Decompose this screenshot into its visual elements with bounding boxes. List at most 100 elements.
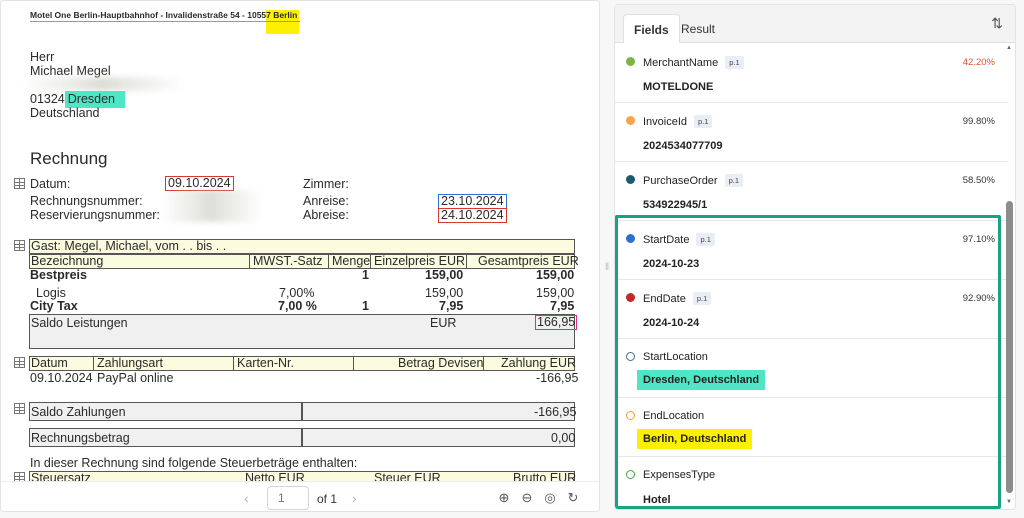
payment-date: 09.10.2024 bbox=[30, 371, 93, 385]
page-badge[interactable]: p.1 bbox=[692, 292, 712, 305]
document-viewer: Motel One Berlin-Hauptbahnhof - Invalide… bbox=[0, 0, 600, 512]
field-name-text: EndDate bbox=[643, 293, 686, 305]
table3-header-row bbox=[29, 471, 575, 481]
field-name-text: ExpensesType bbox=[643, 469, 716, 481]
field-purchaseorder[interactable]: PurchaseOrder p.1 58.50% 534922945/1 bbox=[615, 163, 1007, 221]
table2-header: Datum bbox=[31, 356, 68, 370]
rechnungsbetrag-value-cell bbox=[302, 428, 575, 447]
sort-icon[interactable]: ⇅ bbox=[991, 15, 1003, 31]
table1-header-row bbox=[29, 254, 575, 269]
scroll-down-arrow[interactable]: ▼ bbox=[1006, 499, 1012, 505]
salutation: Herr bbox=[30, 50, 55, 64]
field-color-dot-icon bbox=[626, 57, 635, 66]
table3-header: Steuersatz bbox=[31, 471, 91, 481]
customer-city-highlight[interactable]: Dresden bbox=[64, 91, 126, 108]
hotel-city-highlight[interactable]: 7 Berlin bbox=[266, 10, 300, 34]
table3-header: Brutto EUR bbox=[513, 471, 577, 481]
field-value: Dresden, Deutschland bbox=[637, 370, 766, 390]
field-name: EndDate p.1 bbox=[643, 292, 712, 305]
field-startlocation[interactable]: StartLocation Dresden, Deutschland bbox=[615, 340, 1007, 398]
saldo-zahlungen-label-cell bbox=[29, 402, 302, 421]
confidence-score: 97.10% bbox=[962, 234, 995, 245]
field-merchantname[interactable]: MerchantName p.1 42.20% MOTELDONE bbox=[615, 45, 1007, 103]
page-badge[interactable]: p.1 bbox=[724, 174, 744, 187]
table-cell: 7,95 bbox=[439, 299, 464, 313]
anreise-label: Anreise: bbox=[303, 194, 349, 208]
address-underline bbox=[30, 21, 300, 22]
table-cell: 159,00 bbox=[425, 286, 464, 300]
hotel-address-text: Motel One Berlin-Hauptbahnhof - Invalide… bbox=[30, 10, 267, 20]
next-page-button[interactable]: › bbox=[352, 490, 357, 506]
zoom-in-icon[interactable]: ⊕ bbox=[498, 490, 510, 505]
confidence-score: 42.20% bbox=[962, 57, 995, 68]
saldo-zahlungen-value-cell bbox=[302, 402, 575, 421]
field-value: 2024-10-23 bbox=[643, 258, 700, 270]
field-color-dot-icon bbox=[626, 411, 635, 420]
field-color-dot-icon bbox=[626, 470, 635, 479]
field-invoiceid[interactable]: InvoiceId p.1 99.80% 2024534077709 bbox=[615, 104, 1007, 162]
table-row-citytax: City Tax bbox=[30, 299, 78, 313]
tab-fields[interactable]: Fields bbox=[623, 14, 680, 43]
field-color-dot-icon bbox=[626, 234, 635, 243]
abreise-value[interactable]: 24.10.2024 bbox=[438, 208, 507, 223]
confidence-score: 58.50% bbox=[962, 175, 995, 186]
table-icon[interactable] bbox=[14, 357, 25, 368]
pane-splitter-handle[interactable]: ‖ bbox=[605, 262, 610, 273]
rechnungsbetrag-value: 0,00 bbox=[551, 431, 576, 445]
fit-page-icon[interactable]: ◎ bbox=[544, 490, 556, 505]
saldo-leistungen-label: Saldo Leistungen bbox=[31, 316, 128, 330]
page-badge[interactable]: p.1 bbox=[696, 233, 715, 246]
saldo-leistungen-value[interactable]: 166,95 bbox=[534, 315, 578, 330]
table-cell: 159,00 bbox=[536, 268, 575, 282]
guest-row bbox=[29, 239, 575, 254]
customer-zip: 01324 bbox=[30, 92, 65, 106]
page-badge[interactable]: p.1 bbox=[694, 115, 713, 128]
table1-header: Einzelpreis EUR bbox=[374, 254, 466, 268]
table1-header: Bezeichnung bbox=[31, 254, 104, 268]
customer-city-line: 01324 Dresden bbox=[30, 91, 126, 108]
col-divider bbox=[233, 356, 234, 371]
scroll-up-arrow[interactable]: ▲ bbox=[1006, 45, 1012, 51]
col-divider bbox=[93, 356, 94, 371]
field-color-dot-icon bbox=[626, 116, 635, 125]
steuer-note: In dieser Rechnung sind folgende Steuerb… bbox=[30, 456, 358, 470]
customer-country: Deutschland bbox=[30, 106, 100, 120]
field-expensestype[interactable]: ExpensesType Hotel bbox=[615, 458, 1007, 509]
field-color-dot-icon bbox=[626, 175, 635, 184]
rotate-icon[interactable]: ↻ bbox=[567, 490, 579, 505]
table-cell: 159,00 bbox=[425, 268, 464, 282]
field-name-text: EndLocation bbox=[643, 410, 705, 422]
scrollbar[interactable]: ▲ ▼ bbox=[1006, 45, 1013, 507]
page-number-input[interactable] bbox=[267, 486, 309, 510]
table-icon[interactable] bbox=[14, 403, 25, 414]
invoice-date-value[interactable]: 09.10.2024 bbox=[165, 176, 234, 191]
field-value: Berlin, Deutschland bbox=[637, 429, 753, 449]
hotel-address-line: Motel One Berlin-Hauptbahnhof - Invalide… bbox=[30, 10, 300, 34]
field-name-text: StartLocation bbox=[643, 351, 708, 363]
payment-method: PayPal online bbox=[97, 371, 174, 385]
field-value: Hotel bbox=[643, 494, 671, 506]
field-name: InvoiceId p.1 bbox=[643, 115, 713, 128]
table-icon[interactable] bbox=[14, 178, 25, 189]
tab-result[interactable]: Result bbox=[681, 22, 716, 36]
table-icon[interactable] bbox=[14, 472, 25, 481]
payment-amount: -166,95 bbox=[536, 371, 579, 385]
saldo-currency: EUR bbox=[430, 316, 457, 330]
confidence-score: 92.90% bbox=[962, 293, 995, 304]
table-icon[interactable] bbox=[14, 240, 25, 251]
anreise-value[interactable]: 23.10.2024 bbox=[438, 194, 507, 209]
field-name-text: StartDate bbox=[643, 234, 690, 246]
field-enddate[interactable]: EndDate p.1 92.90% 2024-10-24 bbox=[615, 281, 1007, 339]
page-badge[interactable]: p.1 bbox=[725, 56, 744, 69]
field-endlocation[interactable]: EndLocation Berlin, Deutschland bbox=[615, 399, 1007, 457]
field-startdate[interactable]: StartDate p.1 97.10% 2024-10-23 bbox=[615, 222, 1007, 280]
table2-header: Zahlungsart bbox=[97, 356, 164, 370]
reservierungsnummer-label: Reservierungsnummer: bbox=[30, 208, 160, 222]
scrollbar-thumb[interactable] bbox=[1006, 201, 1013, 493]
field-name: StartDate p.1 bbox=[643, 233, 715, 246]
zoom-out-icon[interactable]: ⊖ bbox=[521, 490, 533, 505]
tab-bar: Fields Result ⇅ bbox=[615, 5, 1015, 43]
prev-page-button[interactable]: ‹ bbox=[244, 490, 249, 506]
field-value: 2024534077709 bbox=[643, 140, 723, 152]
